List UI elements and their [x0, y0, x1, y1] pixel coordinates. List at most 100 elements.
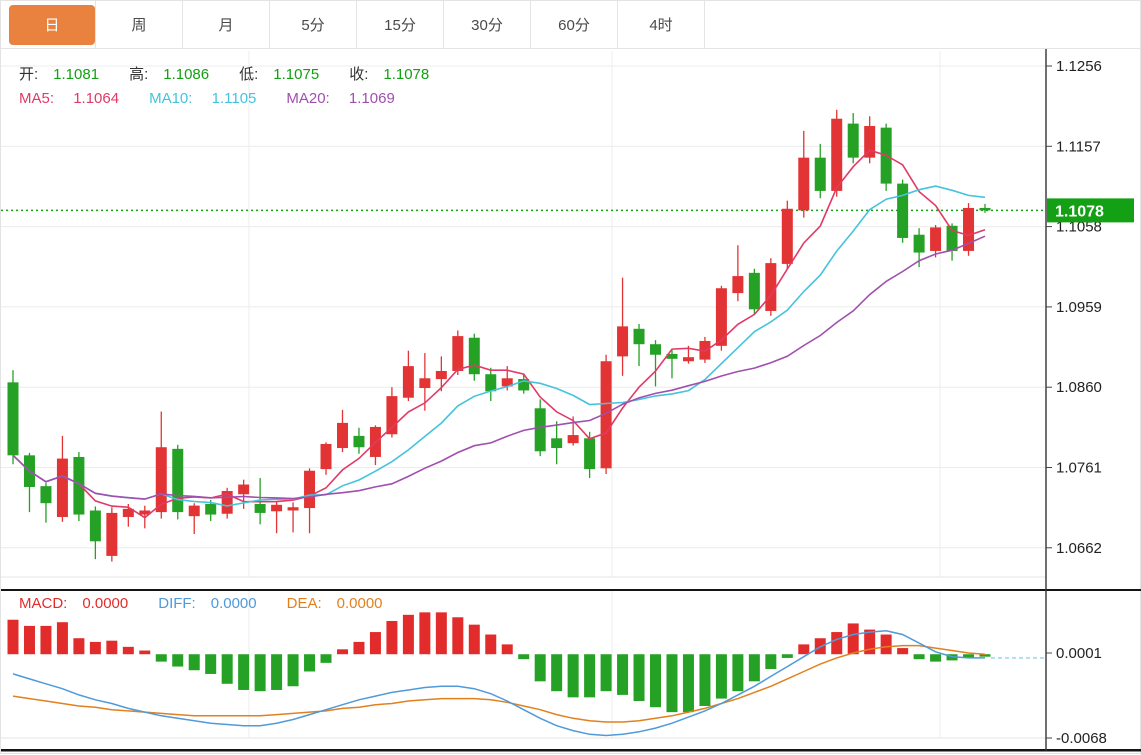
dea-readout-label: DEA: — [286, 595, 322, 612]
tab-period-7[interactable]: 4时 — [618, 1, 705, 48]
tab-period-2[interactable]: 月 — [183, 1, 270, 48]
tab-period-4[interactable]: 15分 — [357, 1, 444, 48]
candle — [979, 207, 991, 211]
dea-readout: DEA: 0.0000 — [287, 595, 398, 612]
ma5-readout-label: MA5: — [19, 90, 59, 107]
macd-histogram-bar — [930, 654, 942, 662]
macd-tick-label: 0.0001 — [1056, 645, 1102, 662]
candle — [798, 157, 810, 211]
candle — [139, 510, 151, 515]
high-readout-value: 1.1086 — [163, 66, 210, 83]
macd-histogram-bar — [650, 654, 662, 708]
price-tick-label: 1.0662 — [1056, 540, 1102, 557]
price-tick-label: 1.1157 — [1056, 138, 1101, 155]
macd-histogram-bar — [633, 654, 645, 702]
candle — [666, 353, 678, 359]
macd-histogram-bar — [23, 625, 35, 655]
ma-legend: MA5: 1.1064 MA10: 1.1105 MA20: 1.1069 — [19, 90, 425, 107]
macd-histogram-bar — [732, 654, 744, 692]
tab-period-label: 周 — [131, 17, 147, 34]
diff-readout-label: DIFF: — [158, 595, 196, 612]
price-axis: 1.1256 1.1157 1.1058 1.0959 1.0860 1.0761 1.06… — [1046, 58, 1102, 557]
open-readout-label: 开: — [19, 66, 39, 83]
candle — [501, 378, 513, 387]
candle — [336, 422, 348, 449]
ma10-line — [12, 185, 986, 507]
macd-histogram-bar — [419, 612, 431, 655]
diff-readout-value: 0.0000 — [210, 595, 257, 612]
macd-tick-label: -0.0068 — [1056, 730, 1107, 747]
tab-period-label: 15分 — [384, 17, 416, 34]
tab-period-0[interactable]: 日 — [9, 1, 96, 48]
tab-period-label: 日 — [9, 4, 95, 45]
price-tick-label: 1.0761 — [1056, 460, 1102, 477]
macd-histogram-bar — [452, 617, 464, 655]
macd-readout-label: MACD: — [19, 595, 68, 612]
candle — [89, 510, 101, 542]
macd-histogram-bar — [155, 654, 167, 662]
macd-histogram-bar — [353, 641, 365, 655]
macd-histogram-bar — [254, 654, 266, 692]
macd-histogram-bar — [551, 654, 563, 692]
macd-panel — [7, 612, 1046, 737]
tab-period-5[interactable]: 30分 — [444, 1, 531, 48]
macd-histogram-bar — [73, 638, 85, 655]
candle — [650, 344, 662, 355]
candle — [122, 508, 134, 517]
candle — [254, 504, 266, 513]
current-price-badge-label: 1.1078 — [1055, 203, 1104, 220]
candle — [452, 336, 464, 371]
macd-histogram-bar — [468, 624, 480, 655]
macd-histogram-bar — [304, 654, 316, 672]
macd-histogram-bar — [40, 625, 52, 655]
candle — [386, 396, 398, 435]
macd-histogram-bar — [271, 654, 283, 690]
candle — [271, 504, 283, 512]
macd-histogram-bar — [221, 654, 233, 684]
candle — [518, 379, 530, 391]
ma20-line — [12, 235, 986, 500]
candle — [534, 408, 546, 452]
macd-histogram-bar — [485, 634, 497, 655]
macd-histogram-bar — [336, 649, 348, 655]
high-readout-label: 高: — [129, 66, 149, 83]
macd-histogram-bar — [205, 654, 217, 674]
macd-histogram-bar — [682, 654, 694, 713]
tab-period-1[interactable]: 周 — [96, 1, 183, 48]
macd-histogram-bar — [534, 654, 546, 682]
candle — [864, 126, 876, 158]
candle — [56, 458, 68, 517]
candle — [567, 435, 579, 444]
tab-period-label: 30分 — [471, 17, 503, 34]
macd-histogram-bar — [567, 654, 579, 698]
ma20-readout-label: MA20: — [286, 90, 334, 107]
macd-histogram-bar — [501, 644, 513, 655]
tab-period-label: 月 — [218, 17, 234, 34]
macd-histogram-bar — [715, 654, 727, 699]
macd-histogram-bar — [122, 646, 134, 655]
macd-histogram-bar — [864, 629, 876, 655]
candle — [551, 438, 563, 449]
candle — [765, 263, 777, 311]
candle — [633, 328, 645, 345]
tab-period-label: 4时 — [649, 17, 673, 34]
candle — [468, 337, 480, 375]
price-tick-label: 1.0959 — [1056, 299, 1102, 316]
macd-readout: MACD: 0.0000 — [19, 595, 143, 612]
macd-histogram-bar — [617, 654, 629, 695]
candle — [419, 378, 431, 389]
candle — [913, 234, 925, 253]
tab-period-6[interactable]: 60分 — [531, 1, 618, 48]
macd-histogram-bar — [386, 620, 398, 655]
dea-line — [12, 644, 986, 723]
candle — [320, 443, 332, 470]
candle — [402, 366, 414, 398]
open-readout-value: 1.1081 — [53, 66, 100, 83]
bottom-border — [1, 749, 1141, 752]
candle — [897, 183, 909, 238]
candle — [172, 448, 184, 513]
candle — [682, 357, 694, 362]
tab-period-3[interactable]: 5分 — [270, 1, 357, 48]
